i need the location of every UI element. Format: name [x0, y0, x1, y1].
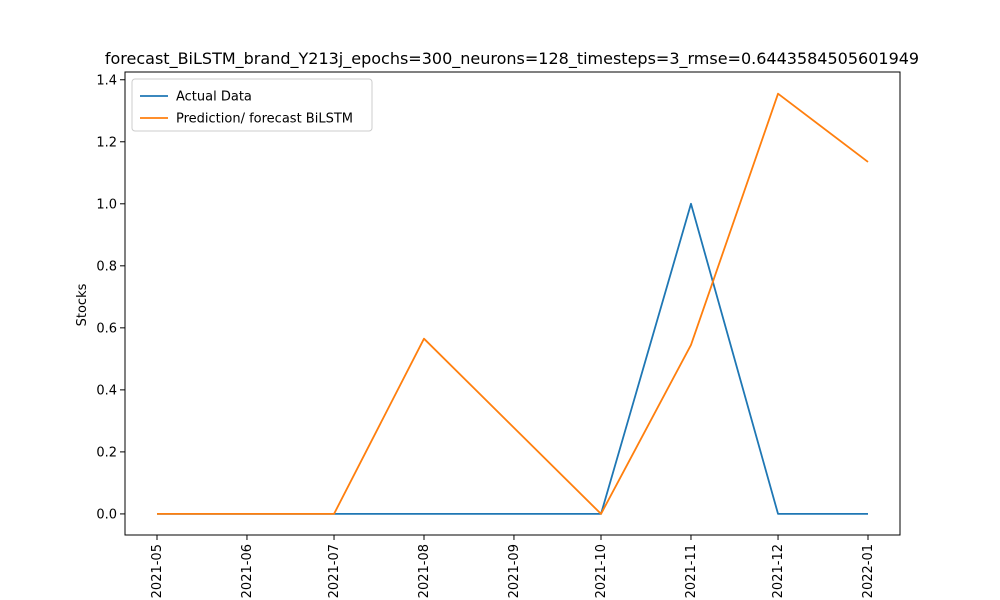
legend-box — [131, 78, 373, 132]
y-tick-label: 0.4 — [96, 383, 117, 398]
x-tick-label: 2021-12 — [771, 544, 786, 598]
y-tick-label: 0.0 — [96, 507, 117, 522]
series-line-1 — [157, 202, 868, 515]
x-tick-label: 2021-10 — [594, 544, 609, 598]
y-tick-label: 1.4 — [96, 73, 117, 88]
y-tick-label: 0.2 — [96, 445, 117, 460]
series-line-2 — [157, 92, 869, 515]
x-tick-label: 2021-05 — [150, 544, 165, 598]
x-tick-label: 2021-08 — [417, 544, 432, 598]
x-tick-label: 2021-07 — [327, 544, 342, 598]
y-axis: 0.0 0.2 0.4 0.6 0.8 1.0 1.2 1.4 — [96, 73, 125, 522]
x-tick-label: 2021-11 — [684, 544, 699, 598]
x-tick-label: 2021-09 — [507, 544, 522, 598]
legend: Actual Data Prediction/ forecast BiLSTM — [131, 78, 373, 132]
x-tick-label: 2021-06 — [240, 544, 255, 598]
chart-title: forecast_BiLSTM_brand_Y213j_epochs=300_n… — [105, 49, 919, 69]
y-axis-label: Stocks — [75, 283, 90, 326]
y-tick-label: 1.0 — [96, 197, 117, 212]
legend-label-2: Prediction/ forecast BiLSTM — [176, 112, 353, 127]
y-tick-label: 0.6 — [96, 321, 117, 336]
y-tick-label: 1.2 — [96, 135, 117, 150]
x-axis: 2021-05 2021-06 2021-07 2021-08 2021-09 2021-… — [150, 535, 876, 598]
y-tick-label: 0.8 — [96, 259, 117, 274]
x-tick-label: 2022-01 — [861, 544, 876, 598]
legend-label-1: Actual Data — [176, 90, 252, 105]
plot-area — [124, 71, 901, 536]
plot-frame — [124, 71, 901, 536]
